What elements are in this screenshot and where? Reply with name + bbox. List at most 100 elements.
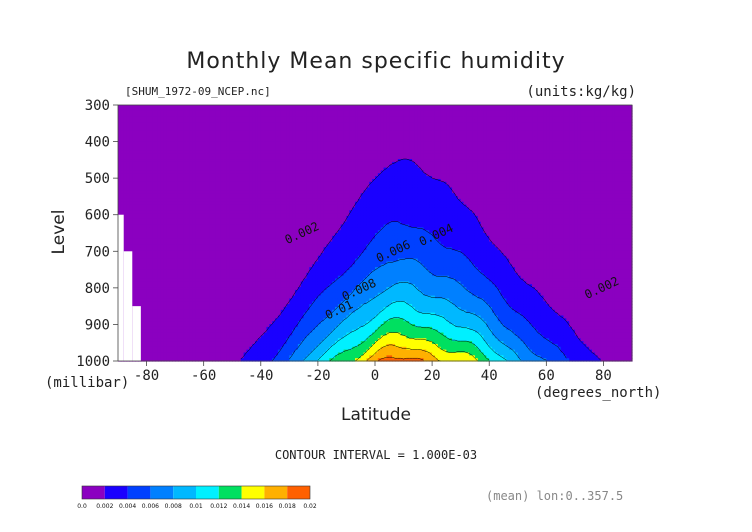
humidity-cell	[149, 227, 153, 231]
humidity-cell	[226, 241, 230, 245]
humidity-cell	[163, 252, 168, 257]
humidity-cell	[172, 218, 176, 223]
humidity-cell	[195, 358, 199, 362]
humidity-cell	[183, 312, 188, 317]
humidity-cell	[220, 335, 225, 339]
humidity-cell	[140, 250, 145, 254]
humidity-cell	[172, 261, 176, 265]
humidity-cell	[149, 304, 153, 308]
humidity-cell	[206, 264, 210, 268]
humidity-cell	[212, 144, 216, 149]
humidity-cell	[192, 133, 196, 137]
humidity-cell	[177, 210, 182, 214]
humidity-cell	[160, 127, 165, 132]
humidity-cell	[229, 309, 233, 314]
humidity-cell	[177, 230, 182, 234]
humidity-cell	[229, 161, 233, 166]
humidity-cell	[203, 107, 208, 112]
humidity-cell	[123, 218, 128, 223]
humidity-cell	[206, 326, 210, 331]
humidity-cell	[232, 176, 236, 180]
humidity-cell	[189, 306, 193, 311]
humidity-cell	[197, 159, 202, 163]
humidity-cell	[229, 147, 233, 152]
humidity-cell	[140, 335, 145, 339]
humidity-cell	[149, 352, 153, 356]
humidity-cell	[169, 139, 173, 143]
humidity-cell	[223, 358, 228, 362]
humidity-cell	[237, 301, 242, 305]
humidity-cell	[172, 326, 176, 331]
humidity-cell	[143, 113, 148, 117]
humidity-cell	[157, 329, 162, 334]
humidity-cell	[195, 221, 199, 226]
humidity-cell	[146, 201, 151, 206]
humidity-cell	[209, 201, 213, 206]
humidity-cell	[183, 295, 188, 300]
humidity-cell	[166, 230, 170, 234]
humidity-cell	[172, 181, 176, 186]
humidity-cell	[152, 332, 156, 336]
humidity-cell	[229, 110, 233, 115]
humidity-cell	[206, 287, 210, 291]
humidity-cell	[215, 181, 219, 186]
humidity-cell	[183, 136, 188, 140]
humidity-cell	[217, 119, 222, 123]
humidity-cell	[212, 289, 216, 294]
humidity-cell	[126, 150, 131, 154]
humidity-cell	[237, 298, 242, 302]
humidity-cell	[209, 252, 213, 257]
humidity-cell	[143, 281, 148, 285]
humidity-cell	[169, 119, 173, 123]
humidity-cell	[146, 224, 151, 228]
humidity-cell	[118, 159, 122, 163]
humidity-cell	[157, 281, 162, 285]
humidity-cell	[192, 295, 196, 300]
humidity-cell	[175, 241, 179, 245]
humidity-cell	[237, 338, 242, 342]
humidity-cell	[157, 252, 162, 257]
humidity-cell	[126, 227, 131, 231]
humidity-cell	[163, 215, 168, 220]
humidity-cell	[212, 241, 216, 245]
humidity-cell	[212, 130, 216, 135]
humidity-cell	[146, 161, 151, 166]
humidity-cell	[235, 295, 239, 300]
humidity-cell	[192, 173, 196, 177]
humidity-cell	[169, 352, 173, 356]
humidity-cell	[189, 315, 193, 319]
humidity-cell	[152, 315, 156, 319]
humidity-cell	[206, 170, 210, 174]
humidity-cell	[163, 207, 168, 211]
humidity-cell	[166, 275, 170, 280]
humidity-cell	[212, 233, 216, 237]
humidity-cell	[229, 122, 233, 126]
humidity-cell	[129, 153, 133, 157]
humidity-cell	[232, 136, 236, 140]
humidity-cell	[229, 215, 233, 220]
humidity-cell	[126, 210, 131, 214]
humidity-cell	[215, 196, 219, 200]
humidity-cell	[240, 139, 245, 143]
humidity-cell	[169, 196, 173, 200]
humidity-cell	[186, 352, 190, 356]
humidity-cell	[152, 187, 156, 191]
humidity-cell	[120, 122, 125, 126]
humidity-cell	[126, 198, 131, 203]
humidity-cell	[235, 312, 239, 317]
humidity-cell	[235, 346, 239, 351]
humidity-cell	[166, 178, 170, 183]
humidity-cell	[186, 241, 190, 245]
humidity-cell	[177, 326, 182, 331]
humidity-cell	[212, 244, 216, 248]
humidity-cell	[195, 184, 199, 189]
humidity-cell	[126, 130, 131, 135]
humidity-cell	[149, 133, 153, 137]
humidity-cell	[209, 355, 213, 359]
humidity-cell	[180, 105, 185, 109]
humidity-cell	[132, 264, 136, 268]
humidity-cell	[143, 144, 148, 149]
humidity-cell	[217, 122, 222, 126]
humidity-cell	[217, 198, 222, 203]
humidity-cell	[195, 352, 199, 356]
